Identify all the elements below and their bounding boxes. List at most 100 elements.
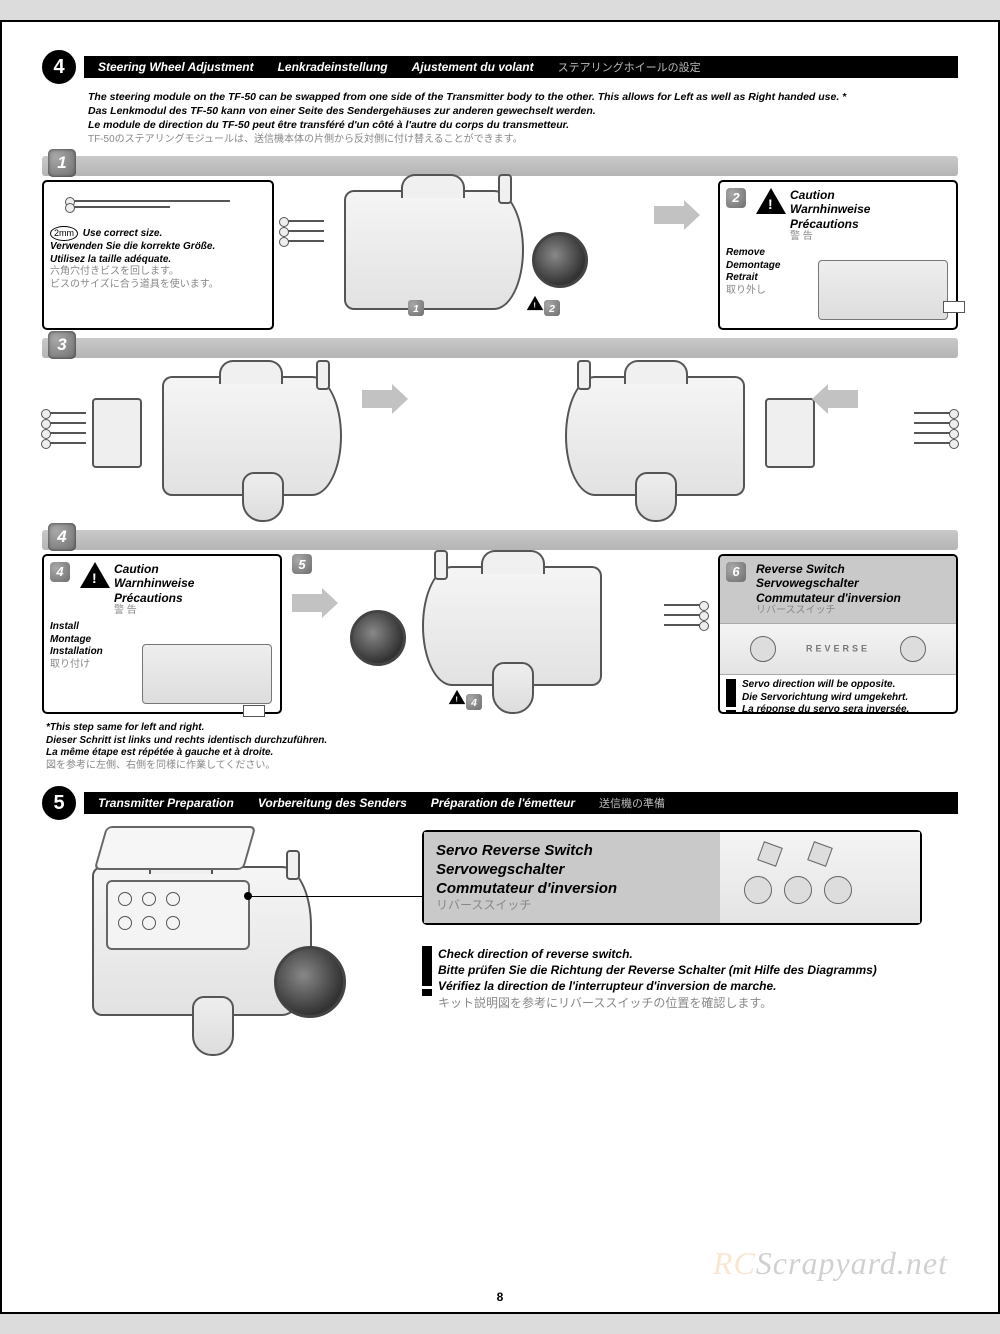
section-4-intro: The steering module on the TF-50 can be … (88, 90, 958, 146)
grip-icon (492, 662, 534, 714)
screws-right-icon (914, 412, 954, 444)
s5-note-jp: キット説明図を参考にリバーススイッチの位置を確認します。 (438, 996, 772, 1010)
step4-tag: 4 (50, 562, 70, 582)
caution-title: Caution Warnhinweise Précautions 警 告 (790, 188, 870, 243)
section-4-header: 4 Steering Wheel Adjustment Lenkradeinst… (42, 50, 958, 84)
screws-icon (664, 604, 704, 626)
fn-jp: 図を参考に左側、右側を同様に作業してください。 (46, 760, 275, 771)
install-jp: 取り付け (50, 659, 90, 670)
fn-en: *This step same for left and right. (46, 722, 204, 733)
tool-fr: Utilisez la taille adéquate. (50, 254, 171, 265)
caution-fr: Précautions (790, 217, 859, 231)
side-plate-right-icon (765, 398, 815, 468)
tool-jp2: ビスのサイズに合う道具を使います。 (50, 279, 219, 290)
title-de: Lenkradeinstellung (278, 60, 388, 74)
screws-left-icon (46, 412, 86, 444)
section-number-4: 4 (42, 50, 76, 84)
intro-de: Das Lenkmodul des TF-50 kann von einer S… (88, 104, 958, 118)
arrow-right-icon (362, 384, 408, 414)
servo-reverse-callout: Servo Reverse Switch Servowegschalter Co… (422, 830, 922, 925)
servo-note: Servo direction will be opposite. Die Se… (720, 675, 956, 714)
title-fr: Ajustement du volant (412, 60, 534, 74)
s5-note-en: Check direction of reverse switch. (438, 947, 633, 961)
steering-wheel-icon (350, 610, 406, 666)
step-4-number: 4 (48, 523, 76, 551)
page-number: 8 (2, 1290, 998, 1304)
section-4-title-bar: Steering Wheel Adjustment Lenkradeinstel… (84, 56, 958, 78)
title-jp: ステアリングホイールの設定 (558, 59, 701, 75)
step-4-bar: 4 (42, 530, 958, 550)
rs-de: Servowegschalter (756, 576, 859, 590)
step-3-bar: 3 (42, 338, 958, 358)
caution-fr: Précautions (114, 591, 183, 605)
servo-en: Servo direction will be opposite. (742, 679, 895, 690)
rs-fr: Commutateur d'inversion (756, 591, 901, 605)
step4-footnote: *This step same for left and right. Dies… (46, 722, 958, 772)
step1-illustration: 1 2 (284, 180, 708, 330)
tool-en: Use correct size. (83, 228, 163, 239)
screws-icon (284, 220, 324, 242)
switch-detail-icon (720, 832, 920, 923)
caution-en: Caution (790, 188, 835, 202)
tool-note: 2mm Use correct size. Verwenden Sie die … (50, 226, 266, 291)
title-en: Steering Wheel Adjustment (98, 60, 254, 74)
connector-detail-icon (142, 644, 272, 704)
exclaim-icon (422, 946, 432, 986)
caution-en: Caution (114, 562, 159, 576)
co-fr: Commutateur d'inversion (436, 880, 617, 897)
s5-note-de: Bitte prüfen Sie die Richtung der Revers… (438, 963, 877, 977)
title5-fr: Préparation de l'émetteur (431, 796, 575, 810)
tool-box: 2mm Use correct size. Verwenden Sie die … (42, 180, 274, 330)
servo-fr: La réponse du servo sera inversée. (742, 704, 909, 714)
callout-title: Servo Reverse Switch Servowegschalter Co… (436, 842, 708, 913)
title5-jp: 送信機の準備 (599, 795, 665, 811)
co-en: Servo Reverse Switch (436, 842, 593, 859)
remove-jp: 取り外し (726, 285, 766, 296)
ref-badge-2: 2 (544, 300, 560, 316)
watermark: RCScrapyard.net (713, 1245, 948, 1282)
steering-wheel-icon (274, 946, 346, 1018)
install-en: Install (50, 621, 79, 632)
remove-en: Remove (726, 247, 765, 258)
section-number-5: 5 (42, 786, 76, 820)
s5-note-fr: Vérifiez la direction de l'interrupteur … (438, 979, 776, 993)
manual-page: 4 Steering Wheel Adjustment Lenkradeinst… (0, 20, 1000, 1314)
tool-de: Verwenden Sie die korrekte Größe. (50, 241, 215, 252)
install-fr: Installation (50, 646, 103, 657)
hex-key-icon (70, 200, 230, 202)
remove-de: Demontage (726, 260, 780, 271)
caution-de: Warnhinweise (790, 202, 870, 216)
intro-fr: Le module de direction du TF-50 peut êtr… (88, 118, 958, 132)
caution-icon (756, 188, 786, 214)
ref-badge-1: 1 (408, 300, 424, 316)
co-de: Servowegschalter (436, 861, 564, 878)
title5-en: Transmitter Preparation (98, 796, 234, 810)
reverse-switch-illus: REVERSE (720, 623, 956, 675)
caution-install-title: Caution Warnhinweise Précautions 警 告 (114, 562, 194, 617)
arrow-right-icon (292, 588, 338, 618)
connector-detail-icon (818, 260, 948, 320)
step-1-number: 1 (48, 149, 76, 177)
steering-wheel-icon (532, 232, 588, 288)
servo-de: Die Servorichtung wird umgekehrt. (742, 692, 908, 703)
transmitter-icon (344, 190, 524, 310)
arrow-right-icon (654, 200, 700, 230)
grip-icon (242, 472, 284, 522)
intro-en: The steering module on the TF-50 can be … (88, 90, 958, 104)
step-4-row: 4 Caution Warnhinweise Précautions 警 告 I… (42, 554, 958, 714)
side-plate-icon (92, 398, 142, 468)
step5-illustration: 5 4 (292, 554, 708, 714)
step2-tag: 2 (726, 188, 746, 208)
step-3-row (42, 362, 958, 522)
reverse-switch-head: Reverse Switch Servowegschalter Commutat… (720, 556, 956, 623)
fn-de: Dieser Schritt ist links und rechts iden… (46, 735, 327, 746)
co-jp: リバーススイッチ (436, 898, 708, 913)
section-5-title-bar: Transmitter Preparation Vorbereitung des… (84, 792, 958, 814)
title5-de: Vorbereitung des Senders (258, 796, 407, 810)
intro-jp: TF-50のステアリングモジュールは、送信機本体の片側から反対側に付け替えること… (88, 133, 958, 147)
step-1-row: 2mm Use correct size. Verwenden Sie die … (42, 180, 958, 330)
step-1-bar: 1 (42, 156, 958, 176)
caution-jp: 警 告 (114, 605, 194, 617)
install-de: Montage (50, 634, 91, 645)
grip-icon (192, 996, 234, 1056)
